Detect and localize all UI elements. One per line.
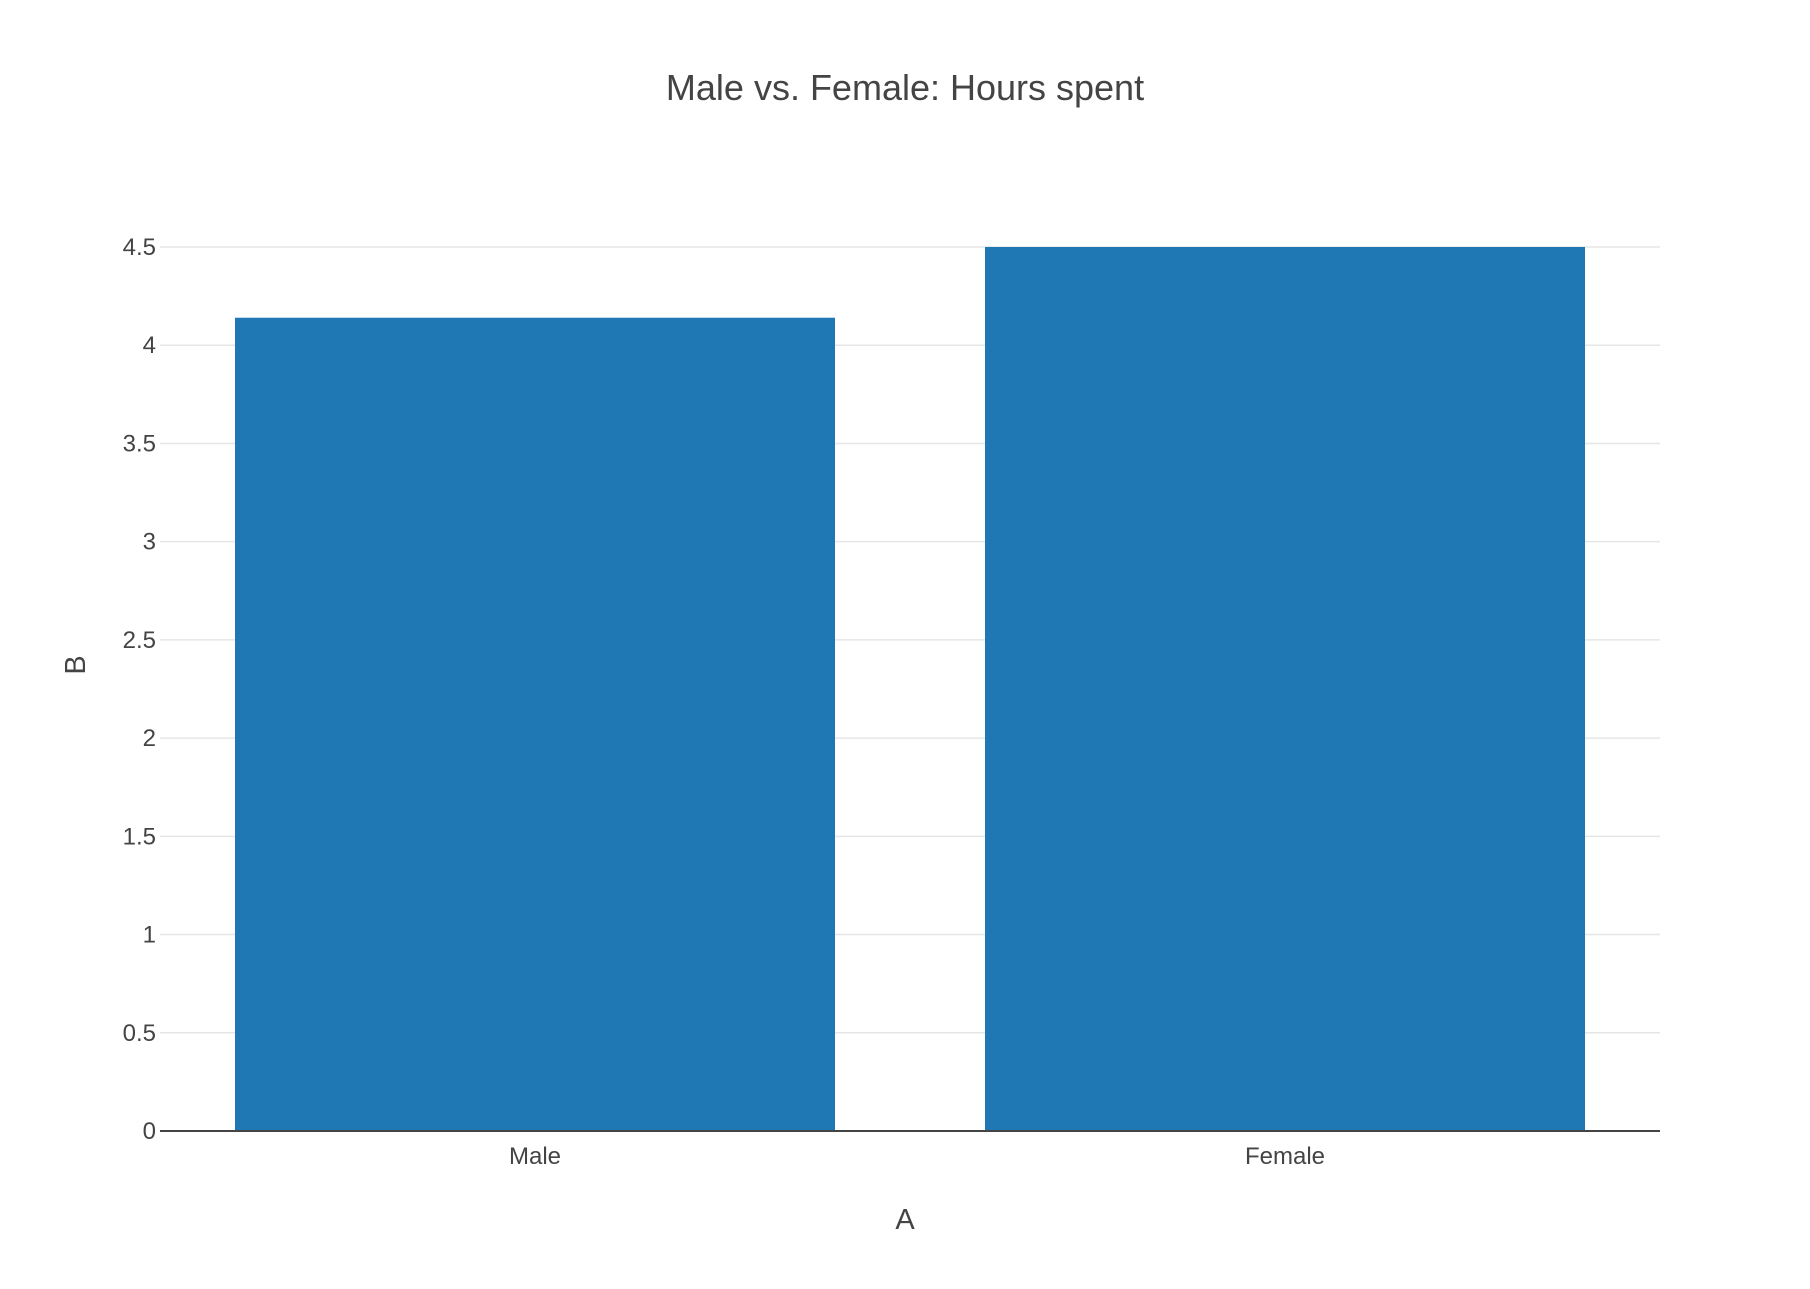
bars — [235, 247, 1585, 1132]
y-tick-label: 1.5 — [123, 823, 156, 850]
y-tick-label: 3.5 — [123, 430, 156, 457]
x-axis-title: A — [895, 1204, 915, 1236]
chart-title: Male vs. Female: Hours spent — [666, 67, 1144, 108]
y-axis-title: B — [60, 655, 92, 674]
y-tick-label: 2 — [143, 725, 156, 752]
bar-female[interactable] — [985, 247, 1585, 1131]
y-tick-label: 0 — [143, 1118, 156, 1145]
y-tick-label: 2.5 — [123, 627, 156, 654]
y-tick-label: 3 — [143, 529, 156, 556]
y-tick-label: 1 — [143, 922, 156, 949]
bar-male[interactable] — [235, 317, 835, 1132]
x-tick-label: Male — [509, 1143, 561, 1170]
y-tick-label: 0.5 — [123, 1020, 156, 1047]
y-tick-label: 4 — [143, 332, 156, 359]
y-tick-label: 4.5 — [123, 234, 156, 261]
x-tick-label: Female — [1245, 1143, 1325, 1170]
y-axis-ticks: 0 0.5 1 1.5 2 2.5 3 3.5 4 4.5 — [123, 234, 156, 1145]
x-axis-ticks: Male Female — [509, 1143, 1325, 1170]
